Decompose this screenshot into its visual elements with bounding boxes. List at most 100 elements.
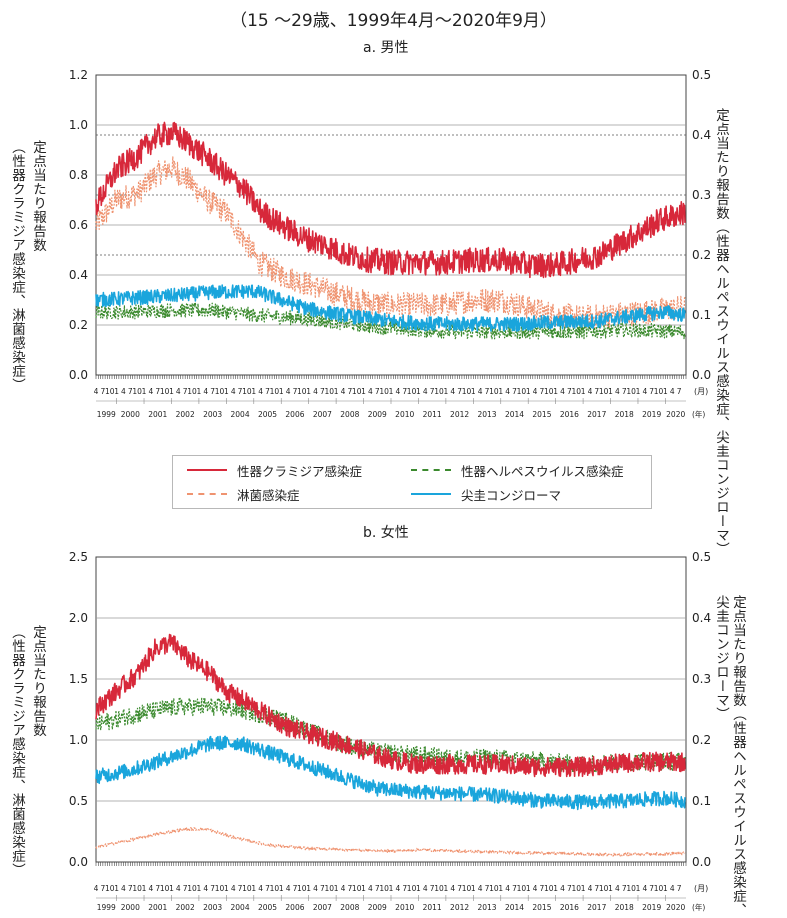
chart-a-month-label: 10: [654, 387, 664, 396]
chart-a-left-tick-label: 0.8: [69, 168, 88, 182]
legend-herpes-swatch: [411, 469, 451, 471]
chart-a-month-label: 10: [297, 387, 307, 396]
chart-b-month-label: 10: [132, 884, 142, 893]
chart-a-month-label: 4: [670, 387, 675, 396]
chart-b-month-label: 10: [654, 884, 664, 893]
chart-a-month-label: 7: [183, 387, 188, 396]
chart-a-month-label: 1: [443, 387, 448, 396]
legend-gonorrhea-swatch: [187, 493, 227, 495]
chart-a-month-label: 4: [505, 387, 510, 396]
chart-a-month-label: 4: [478, 387, 483, 396]
chart-b-right-tick-label: 0.5: [692, 550, 711, 564]
chart-a-month-label: 7: [347, 387, 352, 396]
legend-condyloma-label: 尖圭コンジローマ: [461, 488, 562, 503]
chart-a-month-label: 4: [368, 387, 373, 396]
chart-b-year-label: 2013: [477, 903, 496, 912]
chart-b-month-label: 1: [251, 884, 256, 893]
chart-b-month-label: 4: [642, 884, 647, 893]
chart-b-month-label: 1: [334, 884, 339, 893]
chart-b-year-label: 2017: [587, 903, 606, 912]
chart-a-title: a. 男性: [363, 40, 409, 56]
chart-b-month-label: 4: [258, 884, 263, 893]
chart-a-month-label: 4: [231, 387, 236, 396]
legend-chlamydia-swatch: [187, 469, 227, 471]
chart-a-month-label: 7: [238, 387, 243, 396]
chart-a-month-label: 1: [361, 387, 366, 396]
chart-b-series-condyloma: [95, 735, 686, 811]
chart-a-year-label: 2009: [368, 410, 387, 419]
chart-a-year-label: 2008: [340, 410, 359, 419]
chart-b-year-label: 2004: [231, 903, 250, 912]
chart-b-month-label: 10: [160, 884, 170, 893]
chart-b-series-gonorrhea: [95, 827, 686, 857]
chart-b-month-label: 1: [581, 884, 586, 893]
chart-b-month-label: 7: [183, 884, 188, 893]
chart-a-month-label: 4: [258, 387, 263, 396]
chart-a-month-label: 1: [553, 387, 558, 396]
chart-a-month-label: 1: [581, 387, 586, 396]
chart-a-year-label: 1999: [97, 410, 116, 419]
chart-a-month-label: 4: [313, 387, 318, 396]
chart-b-month-label: 10: [544, 884, 554, 893]
chart-b-year-label: 1999: [97, 903, 116, 912]
chart-b-month-label: 1: [306, 884, 311, 893]
chart-a-right-tick-label: 0.4: [692, 128, 711, 142]
chart-b-year-label: 2011: [423, 903, 442, 912]
chart-b-month-label: 4: [478, 884, 483, 893]
chart-a-year-unit: (年): [692, 409, 705, 419]
chart-b-year-label: 2018: [615, 903, 634, 912]
chart-a-month-label: 10: [599, 387, 609, 396]
chart-b-month-label: 1: [663, 884, 668, 893]
chart-b-month-label: 4: [286, 884, 291, 893]
chart-b-month-label: 4: [231, 884, 236, 893]
chart-a-year-label: 2010: [395, 410, 414, 419]
chart-b-month-label: 7: [238, 884, 243, 893]
chart-b-year-label: 2009: [368, 903, 387, 912]
chart-a-month-label: 1: [416, 387, 421, 396]
chart-a-left-tick-label: 0.2: [69, 318, 88, 332]
chart-a-month-label: 7: [293, 387, 298, 396]
chart-a-month-label: 4: [286, 387, 291, 396]
chart-a-month-label: 10: [242, 387, 252, 396]
chart-a-series-gonorrhea: [95, 156, 686, 330]
chart-a-month-label: 7: [512, 387, 517, 396]
chart-a-left-tick-label: 0.0: [69, 368, 88, 382]
chart-a-month-label: 7: [128, 387, 133, 396]
legend-herpes-label: 性器ヘルペスウイルス感染症: [461, 464, 624, 479]
chart-b-month-label: 7: [375, 884, 380, 893]
chart-b-month-label: 10: [215, 884, 225, 893]
chart-a-month-label: 7: [210, 387, 215, 396]
chart-b-month-label: 7: [320, 884, 325, 893]
chart-b-month-label: 4: [313, 884, 318, 893]
chart-a-month-label: 7: [320, 387, 325, 396]
chart-b-month-label: 1: [553, 884, 558, 893]
chart-b-month-label: 7: [430, 884, 435, 893]
chart-a-month-label: 7: [402, 387, 407, 396]
chart-a-month-label: 4: [121, 387, 126, 396]
chart-a-month-label: 4: [203, 387, 208, 396]
chart-a-year-label: 2014: [505, 410, 524, 419]
chart-a-left-tick-label: 0.6: [69, 218, 88, 232]
chart-b-right-tick-label: 0.2: [692, 733, 711, 747]
chart-b-year-label: 2001: [148, 903, 167, 912]
chart-a-month-label: 4: [176, 387, 181, 396]
chart-b-month-label: 7: [293, 884, 298, 893]
chart-a-month-label: 10: [407, 387, 417, 396]
chart-b-month-label: 1: [361, 884, 366, 893]
chart-b-month-label: 1: [142, 884, 147, 893]
chart-b-title: b. 女性: [363, 525, 409, 541]
chart-b-month-label: 7: [649, 884, 654, 893]
chart-a-month-label: 1: [197, 387, 202, 396]
chart-b-month-label: 10: [297, 884, 307, 893]
chart-b-month-label: 4: [423, 884, 428, 893]
chart-a-right-tick-label: 0.0: [692, 368, 711, 382]
chart-a-month-label: 1: [306, 387, 311, 396]
chart-a-month-label: 1: [608, 387, 613, 396]
chart-a-month-label: 1: [142, 387, 147, 396]
chart-b-month-label: 7: [265, 884, 270, 893]
chart-b-month-label: 7: [622, 884, 627, 893]
chart-b-month-label: 7: [210, 884, 215, 893]
chart-b-month-label: 10: [270, 884, 280, 893]
chart-b-month-label: 7: [155, 884, 160, 893]
